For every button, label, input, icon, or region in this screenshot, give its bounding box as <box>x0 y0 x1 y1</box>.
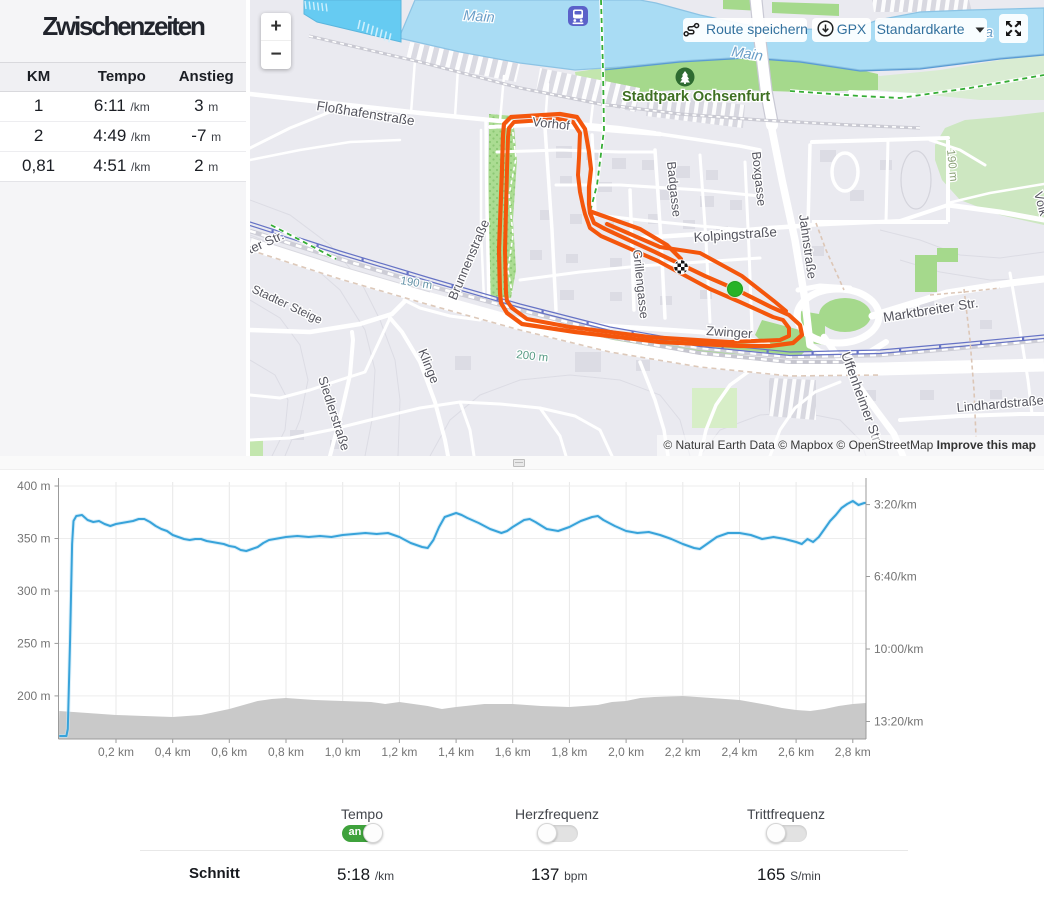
svg-text:10:00/km: 10:00/km <box>874 642 923 656</box>
svg-text:190 m: 190 m <box>944 149 959 182</box>
svg-text:Main: Main <box>730 44 764 65</box>
svg-text:300 m: 300 m <box>17 584 50 598</box>
svg-text:Vorhof: Vorhof <box>532 114 571 133</box>
svg-text:0,4 km: 0,4 km <box>155 745 191 759</box>
svg-text:2,4 km: 2,4 km <box>721 745 757 759</box>
svg-text:2,2 km: 2,2 km <box>665 745 701 759</box>
svg-text:250 m: 250 m <box>17 636 50 650</box>
svg-text:0,2 km: 0,2 km <box>98 745 134 759</box>
svg-text:1,2 km: 1,2 km <box>381 745 417 759</box>
svg-text:200 m: 200 m <box>516 349 549 364</box>
svg-text:1,8 km: 1,8 km <box>551 745 587 759</box>
svg-text:400 m: 400 m <box>17 479 50 493</box>
svg-text:a: a <box>985 25 993 41</box>
svg-text:1,0 km: 1,0 km <box>325 745 361 759</box>
svg-text:Kolpingstraße: Kolpingstraße <box>693 224 777 245</box>
svg-text:1,4 km: 1,4 km <box>438 745 474 759</box>
svg-text:13:20/km: 13:20/km <box>874 715 923 729</box>
svg-text:0,8 km: 0,8 km <box>268 745 304 759</box>
svg-text:Main: Main <box>463 8 495 26</box>
svg-text:6:40/km: 6:40/km <box>874 570 917 584</box>
svg-text:1,6 km: 1,6 km <box>495 745 531 759</box>
svg-text:200 m: 200 m <box>17 689 50 703</box>
svg-text:2,0 km: 2,0 km <box>608 745 644 759</box>
svg-text:2,6 km: 2,6 km <box>778 745 814 759</box>
svg-text:0,6 km: 0,6 km <box>211 745 247 759</box>
svg-text:2,8 km: 2,8 km <box>835 745 871 759</box>
svg-text:Zwinger: Zwinger <box>706 323 754 341</box>
svg-text:Stadtpark Ochsenfurt: Stadtpark Ochsenfurt <box>622 89 770 105</box>
svg-text:350 m: 350 m <box>17 532 50 546</box>
svg-text:3:20/km: 3:20/km <box>874 498 917 512</box>
